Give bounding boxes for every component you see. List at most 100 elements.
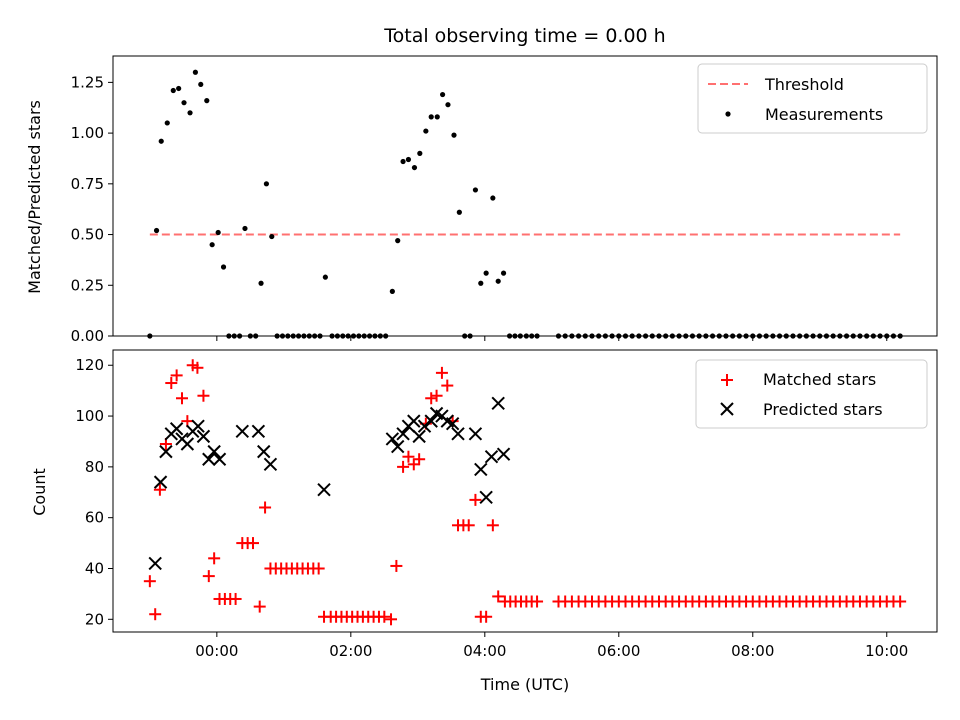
- predicted-star-point: [263, 457, 278, 472]
- predicted-star-point: [474, 462, 488, 477]
- y-tick-label: 1.25: [71, 73, 104, 91]
- predicted-star-point: [212, 452, 227, 466]
- matched-star-point: [486, 519, 499, 532]
- matched-star-point: [531, 595, 544, 608]
- matched-star-point: [253, 600, 266, 613]
- predicted-star-point: [148, 556, 162, 571]
- matched-star-point: [390, 559, 403, 572]
- predicted-star-stroke-b: [251, 424, 266, 439]
- measurement-point: [192, 69, 198, 75]
- matched-star-point: [259, 501, 272, 514]
- measurements-legend-label: Measurements: [765, 105, 883, 124]
- matched-star-point: [894, 595, 907, 608]
- predicted-star-point: [407, 414, 421, 428]
- measurement-point: [176, 85, 182, 92]
- measurement-point: [451, 132, 457, 138]
- matched-star-point: [191, 361, 204, 374]
- predicted-star-point: [468, 427, 483, 441]
- measurement-point: [440, 91, 446, 98]
- predicted-star-stroke-b: [202, 452, 216, 466]
- measurement-point: [153, 227, 160, 234]
- predicted-star-stroke-b: [191, 419, 205, 433]
- matched-star-point: [462, 519, 475, 532]
- predicted-star-stroke-b: [159, 444, 173, 459]
- predicted-star-stroke-b: [196, 429, 211, 444]
- predicted-star-point: [491, 396, 505, 411]
- matched-star-point: [441, 379, 454, 392]
- y-tick-label: 120: [75, 356, 104, 374]
- predicted-star-stroke-b: [385, 432, 400, 446]
- predicted-star-stroke-b: [396, 427, 410, 441]
- measurement-point: [158, 138, 164, 144]
- predicted-star-point: [317, 483, 331, 497]
- predicted-star-point: [479, 490, 493, 505]
- y-axis-label-ratio: Matched/Predicted stars: [25, 100, 44, 294]
- measurement-point: [269, 233, 275, 240]
- matched-star-point: [435, 366, 448, 379]
- predicted-star-point: [191, 419, 205, 433]
- ratio-legend-frame: [697, 63, 928, 134]
- measurement-point: [428, 114, 434, 120]
- measurement-point: [263, 181, 270, 187]
- predicted-star-stroke-b: [180, 437, 195, 451]
- matched-star-point: [492, 590, 505, 603]
- measurement-point: [405, 156, 412, 163]
- measurement-point: [258, 280, 264, 286]
- matched-star-point: [469, 493, 482, 506]
- predicted-star-stroke-b: [153, 475, 168, 489]
- predicted-star-stroke-b: [148, 556, 162, 571]
- matched-star-point: [197, 389, 210, 402]
- measurement-point: [495, 278, 501, 284]
- predicted-star-point: [496, 447, 511, 461]
- predicted-star-stroke-b: [479, 490, 493, 505]
- predicted-star-stroke-b: [424, 414, 438, 428]
- predicted-star-stroke-b: [169, 422, 184, 436]
- matched-star-point: [430, 389, 443, 402]
- predicted-star-stroke-b: [440, 414, 454, 428]
- matched-star-point: [229, 592, 242, 605]
- x-tick-label: 04:00: [463, 642, 506, 660]
- count-plot-area: 20 40 60 80 100 120 00:00 02:00 04:00 06:00 08:00 1…: [75, 349, 938, 660]
- matched-legend-swatch: [721, 374, 733, 386]
- predicted-star-stroke-b: [491, 396, 505, 411]
- x-tick-label: 02:00: [329, 642, 372, 660]
- predicted-star-stroke-b: [417, 419, 432, 433]
- measurement-point: [445, 102, 451, 108]
- predicted-star-stroke-b: [496, 447, 511, 461]
- predicted-star-stroke-b: [429, 406, 444, 421]
- matched-star-point: [425, 392, 438, 405]
- matched-star-point: [153, 483, 166, 496]
- measurement-point: [220, 264, 227, 270]
- predicted-star-stroke-b: [484, 449, 499, 464]
- measurement-point: [456, 209, 462, 215]
- matched-star-point: [480, 610, 493, 623]
- predicted-star-point: [196, 429, 211, 444]
- predicted-star-stroke-b: [451, 427, 465, 441]
- predicted-star-point: [412, 429, 426, 444]
- matched-star-point: [397, 460, 410, 473]
- axes-frame: [112, 55, 938, 337]
- predicted-star-point: [202, 452, 216, 466]
- y-tick-label: 20: [85, 610, 104, 628]
- measurement-point: [209, 242, 215, 248]
- predicted-star-point: [391, 439, 405, 454]
- measurement-point: [215, 229, 221, 236]
- matched-star-point: [149, 608, 162, 621]
- measurement-point: [242, 225, 248, 232]
- x-tick-label: 00:00: [195, 642, 238, 660]
- count-panel: Count Time (UTC) 20 40 60 80 100 120 00:00 02:0…: [30, 349, 938, 694]
- ratio-legend: Threshold Measurements: [697, 63, 928, 134]
- predicted-star-point: [484, 449, 499, 464]
- matched-star-point: [385, 613, 398, 626]
- x-tick-label: 06:00: [597, 642, 640, 660]
- chart-title: Total observing time = 0.00 h: [383, 25, 665, 47]
- matched-star-point: [165, 377, 178, 390]
- measurement-point: [411, 164, 418, 171]
- predicted-star-point: [257, 444, 271, 459]
- measurement-point: [423, 128, 429, 134]
- predicted-star-stroke-b: [317, 483, 331, 497]
- measurement-point: [434, 114, 440, 120]
- measurement-point: [490, 195, 496, 201]
- predicted-star-point: [153, 475, 168, 489]
